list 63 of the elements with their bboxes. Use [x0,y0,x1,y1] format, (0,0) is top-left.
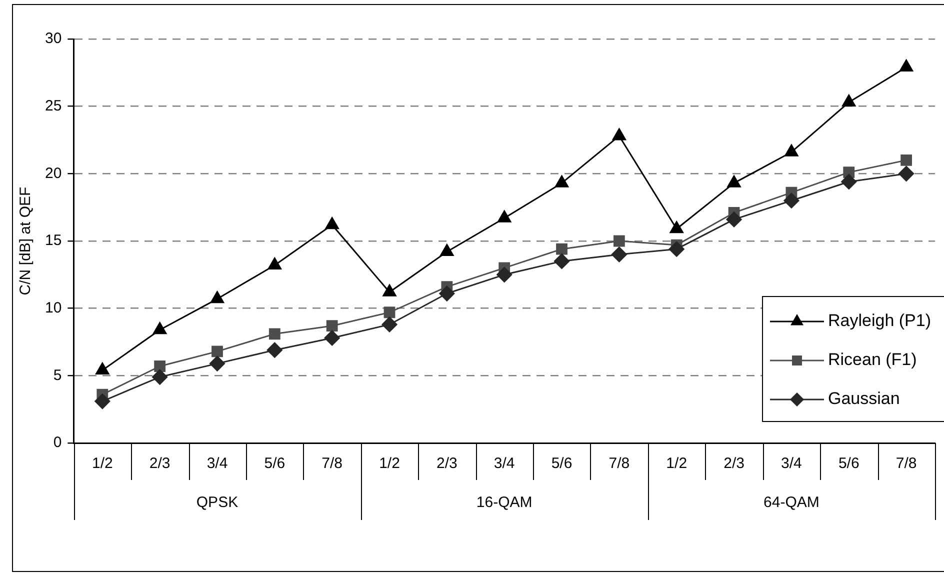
y-tick-label: 30 [44,30,62,48]
point [842,94,856,107]
y-tick-label: 0 [53,434,62,452]
y-tick-label: 5 [53,366,62,384]
point [325,217,339,230]
point [554,253,570,269]
point [841,174,857,190]
point [326,320,338,332]
text: QPSK [196,494,238,512]
x-tick-label: 5/6 [551,455,572,472]
text: 16-QAM [476,494,532,512]
point [727,175,741,188]
point [154,360,166,372]
point [210,291,224,304]
x-tick-label: 3/4 [494,455,515,472]
point [152,369,168,385]
point [440,244,454,256]
point [496,266,512,282]
y-axis-title: C/N [dB] at QEF [17,186,34,296]
point [94,394,110,410]
point [266,342,282,358]
point [268,328,280,340]
point [668,241,684,257]
x-tick-label: 1/2 [666,455,688,472]
text: 64-QAM [764,494,820,512]
point [382,316,398,332]
point [554,175,569,188]
legend-label: Rayleigh (P1) [828,311,931,330]
point [556,243,568,255]
x-tick-label: 5/6 [838,455,860,472]
x-tick-label: 2/3 [149,455,170,472]
point [670,221,684,234]
point [899,60,914,72]
y-tick-label: 15 [44,232,62,250]
point [209,356,225,372]
y-tick-label: 20 [44,164,62,182]
point [439,286,455,302]
point [898,166,914,182]
point [324,330,340,346]
x-tick-label: 1/2 [379,455,400,472]
point [612,128,626,140]
point [726,212,742,228]
point [611,246,627,262]
x-tick-label: 3/4 [206,455,228,472]
y-tick-label: 25 [44,97,62,114]
x-tick-label: 7/8 [608,455,630,472]
x-tick-label: 5/6 [264,455,286,472]
x-tick-label: 7/8 [322,455,343,472]
x-tick-label: 7/8 [896,455,917,472]
x-tick-label: 2/3 [724,455,744,472]
x-tick-label: 1/2 [92,455,113,472]
point [613,235,625,247]
x-tick-label: 3/4 [781,455,802,472]
point [900,154,912,166]
point [784,192,800,208]
point [212,346,223,358]
point [384,306,396,318]
point [498,210,512,222]
point [784,144,798,156]
legend-label: Gaussian [828,389,900,408]
y-tick-label: 10 [44,299,62,316]
x-tick-label: 2/3 [436,455,458,472]
legend-label: Ricean (F1) [828,350,917,370]
